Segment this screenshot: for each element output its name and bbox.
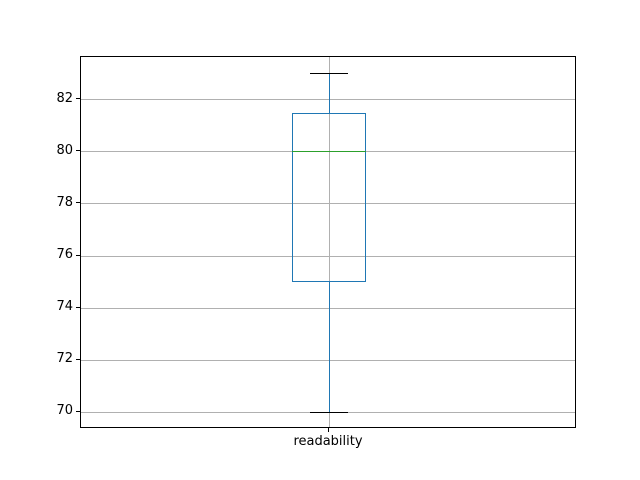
y-gridline [81,99,575,101]
y-gridline [81,307,575,309]
upper-cap [310,73,348,75]
x-gridline [328,57,330,427]
y-tick-label: 82 [56,90,73,106]
x-tick [327,428,329,432]
y-tick [76,98,80,100]
y-gridline [81,203,575,205]
lower-cap [310,411,348,413]
y-tick-label: 72 [56,351,73,367]
y-tick [76,410,80,412]
lower-whisker [328,282,330,413]
plot-area [80,56,576,428]
upper-whisker [328,73,330,113]
y-tick [76,202,80,204]
y-tick-label: 74 [56,299,73,315]
y-tick [76,150,80,152]
y-tick-label: 78 [56,194,73,210]
y-tick [76,306,80,308]
y-tick [76,358,80,360]
y-gridline [81,255,575,257]
median-line [292,151,366,153]
iqr-box [292,112,366,282]
y-tick-label: 80 [56,142,73,158]
y-tick-label: 70 [56,403,73,419]
x-tick-label: readability [293,434,363,449]
y-tick [76,254,80,256]
y-gridline [81,359,575,361]
y-tick-label: 76 [56,247,73,262]
